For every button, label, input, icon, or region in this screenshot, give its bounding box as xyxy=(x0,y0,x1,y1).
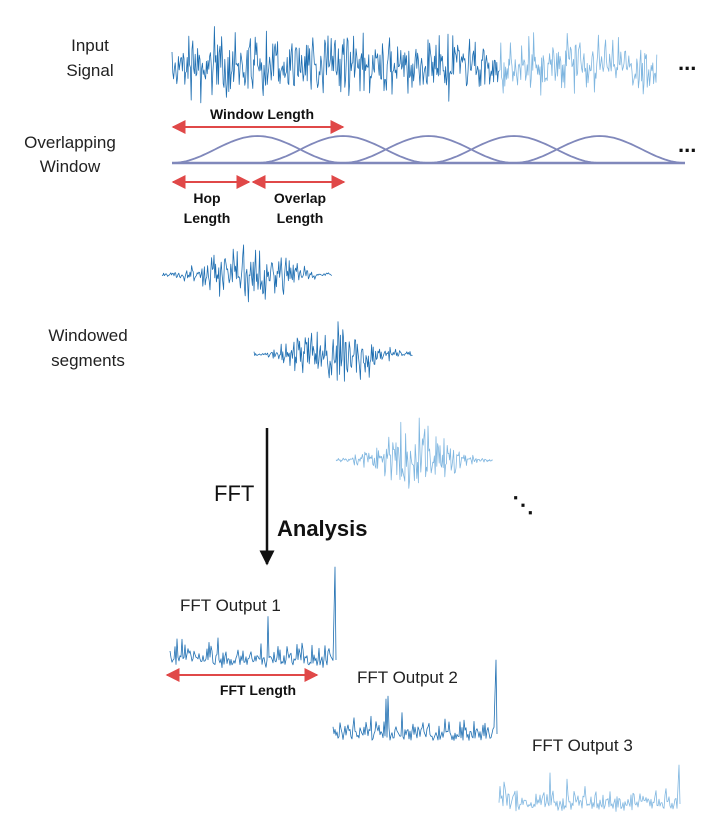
windowed-segments xyxy=(161,244,493,489)
hann-window-4 xyxy=(428,135,600,164)
window-ellipsis: ... xyxy=(678,132,696,157)
hop-length-label-line2: Length xyxy=(184,210,231,226)
windowed-segment-3 xyxy=(335,417,493,489)
fft-output-2-label: FFT Output 2 xyxy=(357,668,458,687)
hann-window-1 xyxy=(171,135,344,164)
window-length-label: Window Length xyxy=(210,106,314,122)
overlapping-windows xyxy=(171,135,686,165)
fft-spectra xyxy=(169,566,681,812)
fft-output-2-spectrum xyxy=(332,659,498,741)
windowed-segment-1 xyxy=(161,244,332,303)
windowed-segments-label-line2: segments xyxy=(51,351,125,370)
input-signal-light-segment xyxy=(498,32,658,96)
input-ellipsis: ... xyxy=(678,50,696,75)
fft-output-3-spectrum xyxy=(498,764,681,812)
fft-output-1-label: FFT Output 1 xyxy=(180,596,281,615)
overlap-length-label-line2: Length xyxy=(277,210,324,226)
fft-output-1-spectrum xyxy=(169,566,337,668)
hann-window-5 xyxy=(513,135,686,164)
input-signal-waveform xyxy=(171,26,658,104)
fft-label: FFT xyxy=(214,481,254,506)
hop-length-label-line1: Hop xyxy=(193,190,220,206)
overlapping-window-label-line1: Overlapping xyxy=(24,133,116,152)
analysis-label: Analysis xyxy=(277,516,368,541)
hann-window-2 xyxy=(257,135,429,164)
overlap-length-label-line1: Overlap xyxy=(274,190,326,206)
fft-output-3-label: FFT Output 3 xyxy=(532,736,633,755)
input-signal-dark-segment xyxy=(171,26,500,104)
overlapping-window-label-line2: Window xyxy=(40,157,101,176)
windowed-segment-2 xyxy=(253,321,413,382)
fft-length-label: FFT Length xyxy=(220,682,296,698)
input-signal-label-line1: Input xyxy=(71,36,109,55)
segments-ellipsis: ⋱ xyxy=(512,492,534,517)
hann-window-3 xyxy=(342,135,515,164)
windowed-segments-label-line1: Windowed xyxy=(48,326,127,345)
input-signal-label-line2: Signal xyxy=(66,61,113,80)
